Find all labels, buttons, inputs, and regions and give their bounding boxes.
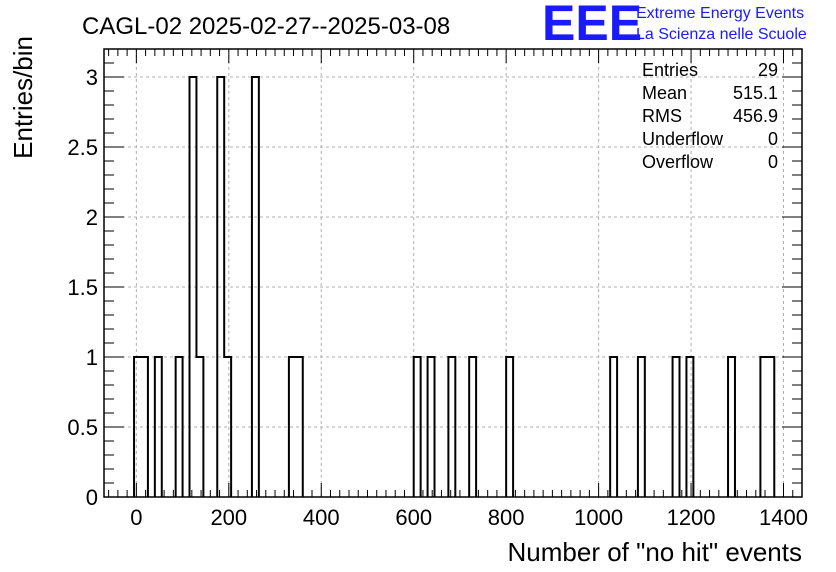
chart-title: CAGL-02 2025-02-27--2025-03-08 xyxy=(82,13,450,40)
histogram-bin xyxy=(155,357,162,497)
histogram-bin xyxy=(196,357,203,497)
histogram-bin xyxy=(448,357,455,497)
histogram-bin xyxy=(506,357,513,497)
y-tick-label: 1 xyxy=(86,345,98,370)
stats-rms-value: 456.9 xyxy=(733,106,778,126)
histogram-bin xyxy=(289,357,303,497)
histogram-bin xyxy=(134,357,148,497)
histogram-bin xyxy=(610,357,617,497)
y-tick-label: 1.5 xyxy=(67,275,98,300)
stats-underflow-label: Underflow xyxy=(642,129,724,149)
brand-line-2: La Scienza nelle Scuole xyxy=(636,26,807,43)
x-tick-label: 0 xyxy=(130,505,142,530)
y-tick-label: 0 xyxy=(86,485,98,510)
y-axis-title: Entries/bin xyxy=(8,36,38,159)
x-tick-label: 1000 xyxy=(574,505,623,530)
x-tick-label: 400 xyxy=(303,505,340,530)
histogram-bin xyxy=(469,357,476,497)
histogram-outline xyxy=(133,76,776,497)
y-tick-labels: 0 0.5 1 1.5 2 2.5 3 xyxy=(67,65,98,510)
stats-mean-value: 515.1 xyxy=(733,83,778,103)
axis-ticks xyxy=(104,48,803,498)
histogram-bars xyxy=(133,76,776,497)
y-tick-label: 2 xyxy=(86,205,98,230)
brand-block: EEE Extreme Energy Events La Scienza nel… xyxy=(542,0,807,51)
histogram-bin xyxy=(190,77,197,497)
brand-logo: EEE xyxy=(542,0,642,51)
x-tick-label: 1400 xyxy=(759,505,808,530)
x-axis-title: Number of "no hit" events xyxy=(508,537,803,567)
y-tick-label: 3 xyxy=(86,65,98,90)
brand-line-1: Extreme Energy Events xyxy=(636,5,804,22)
stats-overflow-label: Overflow xyxy=(642,152,714,172)
histogram-bin xyxy=(224,357,231,497)
x-tick-label: 1200 xyxy=(667,505,716,530)
stats-entries-label: Entries xyxy=(642,60,698,80)
stats-rms-label: RMS xyxy=(642,106,682,126)
histogram-bin xyxy=(252,77,259,497)
histogram-bin xyxy=(176,357,183,497)
histogram-bin xyxy=(728,357,735,497)
histogram-bin xyxy=(428,357,435,497)
histogram-bin xyxy=(217,77,224,497)
histogram-bin xyxy=(760,357,774,497)
stats-mean-label: Mean xyxy=(642,83,687,103)
histogram-bin xyxy=(638,357,645,497)
histogram-bin xyxy=(686,357,693,497)
x-tick-labels: 0 200 400 600 800 1000 1200 1400 xyxy=(130,505,808,530)
stats-underflow-value: 0 xyxy=(768,129,778,149)
histogram-bin xyxy=(414,357,421,497)
stats-overflow-value: 0 xyxy=(768,152,778,172)
histogram-bin xyxy=(673,357,680,497)
y-tick-label: 0.5 xyxy=(67,415,98,440)
stats-entries-value: 29 xyxy=(758,60,778,80)
x-tick-label: 200 xyxy=(210,505,247,530)
y-tick-label: 2.5 xyxy=(67,135,98,160)
x-tick-label: 600 xyxy=(395,505,432,530)
grid-lines xyxy=(104,49,802,497)
x-tick-label: 800 xyxy=(488,505,525,530)
stats-box: Entries 29 Mean 515.1 RMS 456.9 Underflo… xyxy=(642,60,778,172)
